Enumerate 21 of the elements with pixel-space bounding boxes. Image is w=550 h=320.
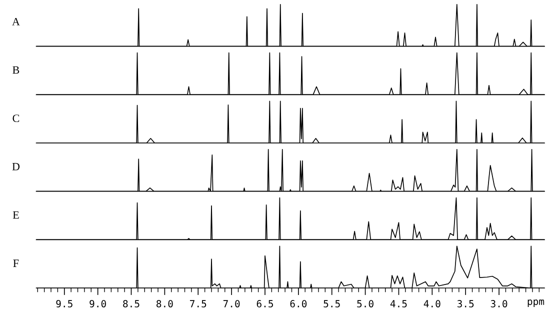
x-tick-label: 7.5 [190, 300, 206, 308]
text: B [12, 66, 20, 74]
x-tick-label: 6.0 [290, 300, 307, 308]
x-tick-label: 8.5 [123, 300, 140, 308]
x-tick-label: 5.0 [357, 300, 374, 308]
text: C [12, 114, 20, 122]
x-tick-label: 3.0 [490, 300, 508, 308]
x-tick-label: 5.5 [324, 300, 340, 308]
x-axis-title: ppm [528, 299, 544, 307]
x-tick-label: 4.0 [424, 300, 440, 308]
text: A [12, 18, 20, 26]
x-tick-label: 9.0 [90, 300, 106, 308]
x-tick-label: 8.0 [156, 300, 173, 308]
x-tick-label: 9.5 [56, 300, 72, 308]
x-tick-label: 3.5 [457, 300, 474, 308]
x-tick-label: 6.5 [256, 300, 273, 308]
text: E [12, 211, 19, 219]
text: F [13, 260, 19, 267]
text: D [12, 163, 20, 170]
x-tick-label: 4.5 [390, 300, 407, 308]
x-tick-label: 7.0 [223, 300, 240, 308]
